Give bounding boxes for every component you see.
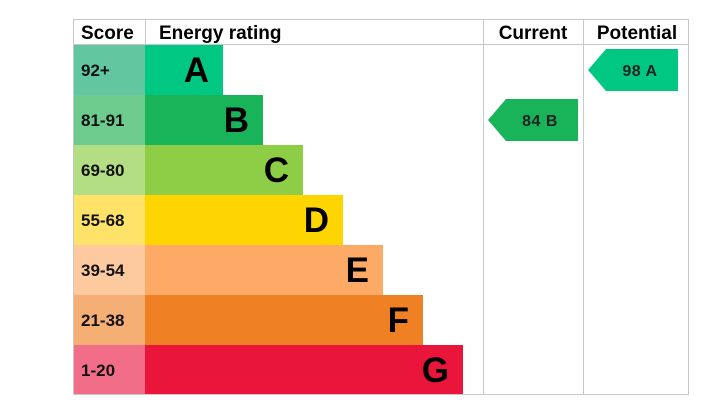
band-letter-e: E xyxy=(346,251,369,290)
band-letter-f: F xyxy=(388,301,409,340)
rating-bands: 92+ A 81-91 B 69-80 C 55-68 D 39-54 E 21-38 F 1-20 G xyxy=(73,45,463,395)
potential-header: Potential xyxy=(597,23,677,44)
score-label-g: 1-20 xyxy=(81,361,115,380)
energy-rating-header: Energy rating xyxy=(159,23,281,44)
band-letter-a: A xyxy=(184,51,209,90)
table-grid xyxy=(73,19,689,395)
score-cell-c xyxy=(73,145,145,195)
score-cell-a xyxy=(73,45,145,95)
current-header: Current xyxy=(499,23,568,44)
band-letter-b: B xyxy=(224,101,249,140)
band-bar-f xyxy=(145,295,423,345)
band-bar-g xyxy=(145,345,463,395)
band-letter-c: C xyxy=(264,151,289,190)
band-bar-e xyxy=(145,245,383,295)
band-bar-a xyxy=(145,45,223,95)
score-header: Score xyxy=(81,23,134,44)
rating-markers: 84 B 98 A xyxy=(488,49,678,141)
potential-rating-arrow xyxy=(588,49,678,91)
score-cell-b xyxy=(73,95,145,145)
score-cell-e xyxy=(73,245,145,295)
current-rating-arrow xyxy=(488,99,578,141)
score-label-a: 92+ xyxy=(81,61,110,80)
band-letter-d: D xyxy=(304,201,329,240)
score-cell-g xyxy=(73,345,145,395)
score-label-e: 39-54 xyxy=(81,261,125,280)
score-label-d: 55-68 xyxy=(81,211,124,230)
score-cell-d xyxy=(73,195,145,245)
current-rating-label: 84 B xyxy=(522,113,558,130)
band-bar-c xyxy=(145,145,303,195)
score-cell-f xyxy=(73,295,145,345)
band-bar-d xyxy=(145,195,343,245)
potential-rating-label: 98 A xyxy=(622,63,657,80)
band-bar-b xyxy=(145,95,263,145)
score-label-f: 21-38 xyxy=(81,311,124,330)
score-label-c: 69-80 xyxy=(81,161,124,180)
band-letter-g: G xyxy=(422,351,449,390)
score-label-b: 81-91 xyxy=(81,111,124,130)
